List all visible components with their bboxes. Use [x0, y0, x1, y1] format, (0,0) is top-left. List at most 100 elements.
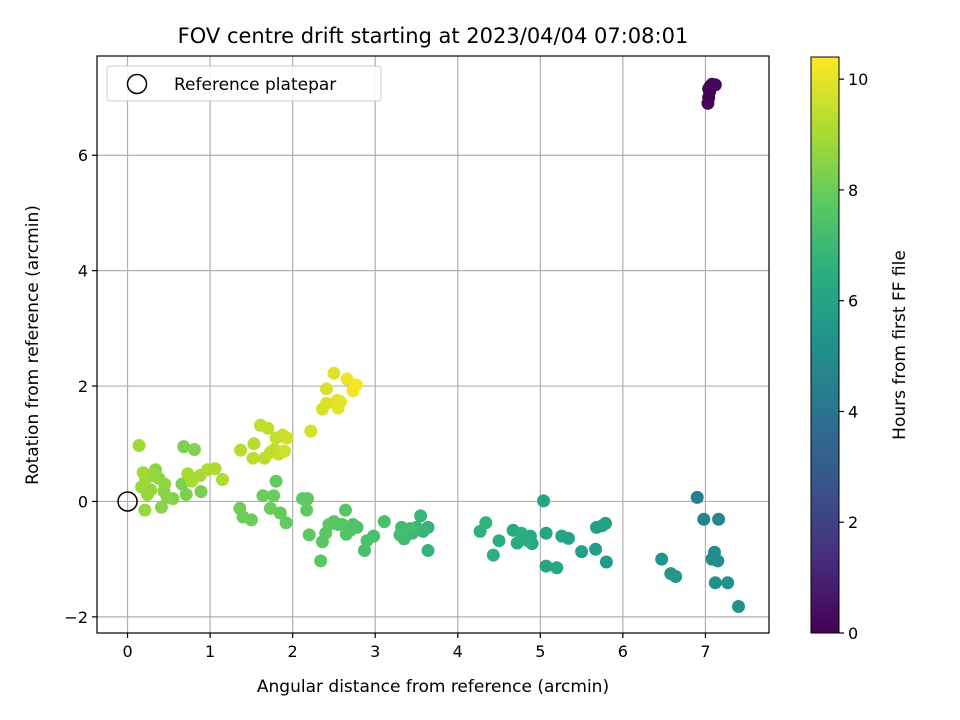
scatter-point	[377, 515, 391, 529]
plot-frame	[96, 55, 770, 634]
scatter-point	[304, 424, 318, 438]
y-tick-label: 4	[78, 262, 88, 281]
scatter-point	[315, 535, 329, 549]
scatter-point	[187, 443, 201, 456]
scatter-point	[550, 561, 564, 575]
colorbar-gradient	[810, 56, 840, 634]
x-tick-label: 6	[618, 642, 628, 661]
scatter-point	[589, 542, 603, 556]
scatter-point	[247, 437, 261, 451]
scatter-point	[327, 366, 341, 380]
scatter-point	[314, 554, 328, 568]
x-tick-label: 5	[535, 642, 545, 661]
scatter-point	[175, 477, 189, 491]
colorbar-tick-label: 6	[848, 292, 858, 311]
x-tick-label: 4	[453, 642, 463, 661]
y-tick-label: 2	[78, 377, 88, 396]
scatter-point	[135, 480, 149, 494]
scatter-point	[732, 600, 745, 613]
scatter-point	[154, 500, 168, 514]
x-tick-label: 3	[370, 642, 380, 661]
scatter-point	[599, 555, 613, 569]
scatter-point	[246, 451, 260, 465]
y-axis-label: Rotation from reference (arcmin)	[23, 205, 43, 485]
colorbar-tick-label: 8	[848, 181, 858, 200]
scatter-point	[334, 395, 347, 409]
scatter-point	[194, 485, 208, 499]
grid-lines	[97, 56, 769, 633]
legend: Reference platepar	[106, 65, 382, 102]
colorbar: 0 2 4 6 8 10 Hours from first FF file	[810, 56, 910, 643]
scatter-point	[702, 82, 716, 96]
colorbar-ticks: 0 2 4 6 8 10	[839, 70, 868, 643]
scatter-point	[279, 516, 293, 530]
scatter-point	[273, 506, 287, 520]
scatter-point	[233, 501, 247, 515]
scatter-point	[132, 439, 146, 452]
scatter-point	[360, 534, 374, 548]
scatter-point	[539, 526, 553, 540]
scatter-point	[320, 382, 333, 396]
colorbar-tick-label: 4	[848, 402, 858, 421]
scatter-point	[393, 528, 407, 542]
scatter-point	[339, 527, 353, 541]
scatter-point	[492, 534, 506, 548]
scatter-point	[514, 526, 528, 540]
scatter-point	[261, 421, 275, 435]
x-axis-label: Angular distance from reference (arcmin)	[257, 677, 609, 697]
scatter-point	[256, 489, 270, 503]
reference-marker	[117, 491, 138, 512]
scatter-point	[510, 536, 524, 550]
reference-platepar-point	[117, 491, 138, 512]
data-points	[132, 77, 745, 613]
x-tick-label: 0	[122, 642, 132, 661]
scatter-point	[177, 440, 191, 454]
colorbar-tick-label: 2	[848, 513, 858, 532]
legend-entry-reference-platepar: Reference platepar	[174, 75, 336, 95]
scatter-point	[280, 431, 294, 445]
scatter-point	[575, 545, 589, 559]
scatter-point	[216, 473, 229, 486]
colorbar-tick-label: 0	[848, 624, 858, 643]
y-tick-label: −2	[64, 608, 88, 627]
scatter-point	[277, 444, 291, 458]
scatter-point	[267, 489, 281, 503]
scatter-point	[414, 509, 428, 523]
scatter-point	[358, 544, 371, 557]
scatter-point	[655, 552, 669, 566]
x-tick-label: 2	[288, 642, 298, 661]
scatter-point	[669, 570, 683, 583]
scatter-point	[208, 462, 222, 476]
scatter-point	[403, 522, 417, 536]
scatter-point	[300, 503, 314, 517]
scatter-point	[179, 488, 193, 501]
scatter-point	[486, 548, 500, 562]
scatter-point	[697, 512, 711, 526]
colorbar-label: Hours from first FF file	[890, 250, 910, 440]
scatter-point	[234, 443, 248, 457]
scatter-point	[599, 516, 612, 530]
legend-box	[106, 65, 382, 102]
scatter-point	[136, 466, 150, 480]
y-axis-ticks: −2 0 2 4 6	[64, 146, 97, 627]
legend-marker-icon	[126, 73, 148, 95]
scatter-point	[690, 490, 704, 504]
scatter-point	[473, 524, 487, 538]
scatter-point	[711, 554, 725, 568]
scatter-point	[263, 501, 277, 515]
scatter-point	[721, 576, 735, 590]
scatter-point	[712, 512, 726, 526]
y-tick-label: 6	[78, 146, 88, 165]
x-axis-ticks: 0 1 2 3 4 5 6 7	[122, 633, 711, 661]
x-tick-label: 7	[700, 642, 710, 661]
scatter-point	[339, 503, 352, 517]
chart-title: FOV centre drift starting at 2023/04/04 …	[178, 24, 689, 48]
scatter-point	[302, 528, 316, 542]
scatter-point	[555, 529, 569, 543]
scatter-point	[349, 378, 363, 392]
scatter-point	[269, 474, 283, 488]
scatter-point	[539, 559, 553, 573]
x-tick-label: 1	[205, 642, 215, 661]
scatter-point	[320, 396, 333, 410]
